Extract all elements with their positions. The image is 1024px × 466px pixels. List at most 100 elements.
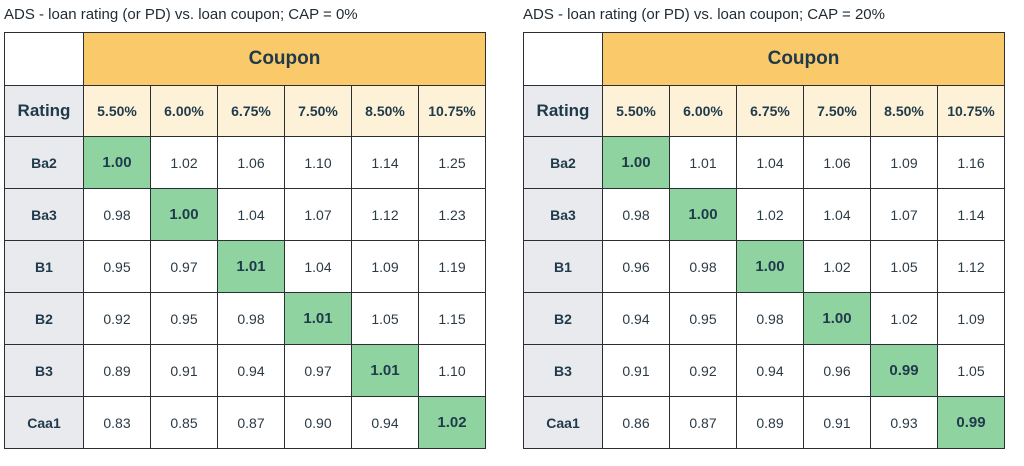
value-cell: 1.04: [217, 188, 285, 241]
coupon-column-header: 10.75%: [937, 85, 1005, 137]
highlighted-value-cell: 1.00: [602, 136, 670, 189]
value-cell: 0.91: [803, 396, 871, 449]
coupon-column-header: 6.00%: [150, 85, 218, 137]
value-cell: 1.06: [803, 136, 871, 189]
column-header-row: Rating 5.50% 6.00% 6.75% 7.50% 8.50% 10.75%: [523, 85, 1005, 137]
coupon-column-header: 6.00%: [669, 85, 737, 137]
value-cell: 1.07: [870, 188, 938, 241]
value-cell: 0.98: [602, 188, 670, 241]
coupon-column-header: 7.50%: [803, 85, 871, 137]
value-cell: 0.90: [284, 396, 352, 449]
corner-cell: [523, 32, 603, 86]
table-row: Ba3 0.98 1.00 1.04 1.07 1.12 1.23: [4, 188, 486, 241]
rating-label: B3: [523, 344, 603, 397]
rating-label: B1: [523, 240, 603, 293]
value-cell: 0.95: [150, 292, 218, 345]
rating-header: Rating: [4, 85, 84, 137]
coupon-column-header: 7.50%: [284, 85, 352, 137]
value-cell: 1.09: [351, 240, 419, 293]
value-cell: 0.98: [669, 240, 737, 293]
value-cell: 0.98: [217, 292, 285, 345]
value-cell: 1.02: [870, 292, 938, 345]
value-cell: 0.97: [150, 240, 218, 293]
highlighted-value-cell: 0.99: [870, 344, 938, 397]
highlighted-value-cell: 1.01: [217, 240, 285, 293]
value-cell: 1.09: [870, 136, 938, 189]
value-cell: 1.12: [351, 188, 419, 241]
left-table: Coupon Rating 5.50% 6.00% 6.75% 7.50% 8.50% 1…: [4, 32, 486, 449]
value-cell: 1.01: [669, 136, 737, 189]
coupon-column-header: 5.50%: [83, 85, 151, 137]
value-cell: 0.96: [803, 344, 871, 397]
table-row: B1 0.96 0.98 1.00 1.02 1.05 1.12: [523, 240, 1005, 293]
coupon-column-header: 8.50%: [870, 85, 938, 137]
value-cell: 0.96: [602, 240, 670, 293]
value-cell: 1.02: [150, 136, 218, 189]
table-row: Ba2 1.00 1.02 1.06 1.10 1.14 1.25: [4, 136, 486, 189]
value-cell: 1.09: [937, 292, 1005, 345]
value-cell: 0.95: [669, 292, 737, 345]
value-cell: 1.04: [803, 188, 871, 241]
value-cell: 0.93: [870, 396, 938, 449]
coupon-column-header: 8.50%: [351, 85, 419, 137]
table-row: B2 0.92 0.95 0.98 1.01 1.05 1.15: [4, 292, 486, 345]
coupon-group-row: Coupon: [4, 32, 486, 86]
value-cell: 0.91: [602, 344, 670, 397]
rating-label: Ba2: [523, 136, 603, 189]
value-cell: 1.07: [284, 188, 352, 241]
coupon-group-header: Coupon: [602, 32, 1005, 86]
rating-label: B2: [523, 292, 603, 345]
value-cell: 0.87: [217, 396, 285, 449]
highlighted-value-cell: 1.00: [83, 136, 151, 189]
value-cell: 0.86: [602, 396, 670, 449]
value-cell: 0.89: [736, 396, 804, 449]
value-cell: 1.12: [937, 240, 1005, 293]
table-row: B3 0.89 0.91 0.94 0.97 1.01 1.10: [4, 344, 486, 397]
rating-label: Ba2: [4, 136, 84, 189]
value-cell: 0.92: [669, 344, 737, 397]
highlighted-value-cell: 0.99: [937, 396, 1005, 449]
value-cell: 1.14: [351, 136, 419, 189]
value-cell: 1.04: [736, 136, 804, 189]
coupon-column-header: 6.75%: [736, 85, 804, 137]
value-cell: 1.02: [736, 188, 804, 241]
value-cell: 0.85: [150, 396, 218, 449]
table-row: B3 0.91 0.92 0.94 0.96 0.99 1.05: [523, 344, 1005, 397]
value-cell: 0.92: [83, 292, 151, 345]
rating-label: Caa1: [523, 396, 603, 449]
table-row: Caa1 0.83 0.85 0.87 0.90 0.94 1.02: [4, 396, 486, 449]
value-cell: 1.04: [284, 240, 352, 293]
table-row: Caa1 0.86 0.87 0.89 0.91 0.93 0.99: [523, 396, 1005, 449]
value-cell: 0.94: [351, 396, 419, 449]
value-cell: 1.05: [937, 344, 1005, 397]
table-row: B2 0.94 0.95 0.98 1.00 1.02 1.09: [523, 292, 1005, 345]
value-cell: 0.98: [83, 188, 151, 241]
table-row: Ba3 0.98 1.00 1.02 1.04 1.07 1.14: [523, 188, 1005, 241]
rating-header: Rating: [523, 85, 603, 137]
value-cell: 0.91: [150, 344, 218, 397]
coupon-column-header: 10.75%: [418, 85, 486, 137]
value-cell: 0.89: [83, 344, 151, 397]
value-cell: 1.02: [803, 240, 871, 293]
value-cell: 0.94: [217, 344, 285, 397]
value-cell: 1.15: [418, 292, 486, 345]
rating-label: Ba3: [523, 188, 603, 241]
value-cell: 1.25: [418, 136, 486, 189]
coupon-group-header: Coupon: [83, 32, 486, 86]
value-cell: 0.94: [602, 292, 670, 345]
value-cell: 0.87: [669, 396, 737, 449]
coupon-group-row: Coupon: [523, 32, 1005, 86]
left-table-title: ADS - loan rating (or PD) vs. loan coupo…: [4, 6, 358, 23]
right-table-title: ADS - loan rating (or PD) vs. loan coupo…: [523, 6, 885, 23]
rating-label: Caa1: [4, 396, 84, 449]
value-cell: 1.16: [937, 136, 1005, 189]
coupon-column-header: 5.50%: [602, 85, 670, 137]
value-cell: 0.83: [83, 396, 151, 449]
coupon-column-header: 6.75%: [217, 85, 285, 137]
highlighted-value-cell: 1.00: [736, 240, 804, 293]
right-table: Coupon Rating 5.50% 6.00% 6.75% 7.50% 8.50% 1…: [523, 32, 1005, 449]
table-row: B1 0.95 0.97 1.01 1.04 1.09 1.19: [4, 240, 486, 293]
value-cell: 1.14: [937, 188, 1005, 241]
value-cell: 1.10: [418, 344, 486, 397]
highlighted-value-cell: 1.02: [418, 396, 486, 449]
